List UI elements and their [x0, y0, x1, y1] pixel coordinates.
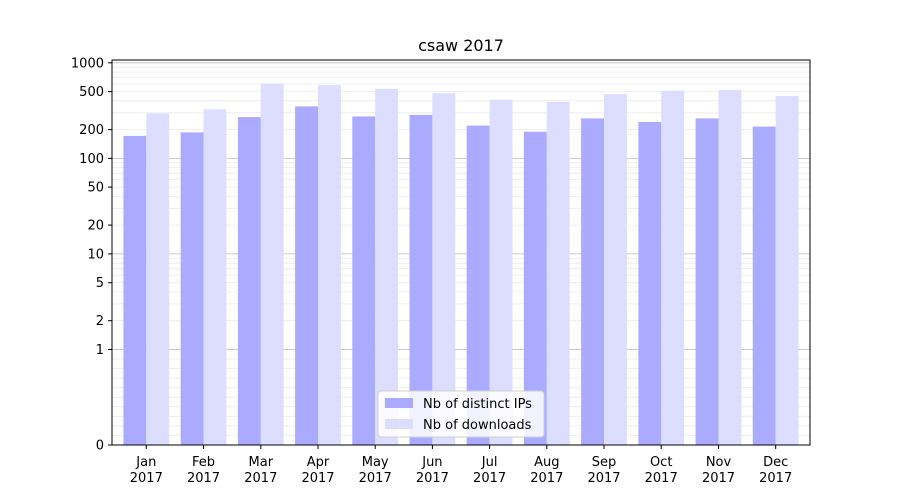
y-tick-label: 100: [79, 152, 104, 167]
x-tick-label: May 2017: [359, 455, 392, 486]
bar-distinct-ips: [123, 135, 147, 445]
x-tick-label: Sep 2017: [587, 455, 620, 486]
plot-frame: [111, 59, 811, 446]
legend: Nb of distinct IPs Nb of downloads: [377, 390, 545, 438]
legend-swatch: [385, 398, 413, 408]
x-tick-label: Apr 2017: [301, 455, 334, 486]
y-tick-label: 20: [87, 219, 104, 234]
x-axis: Jan 2017 Feb 2017 Mar 2017 Apr 2017 May 2017 Jun 20…: [130, 445, 792, 486]
bar-downloads: [489, 99, 513, 446]
y-tick-label: 1000: [71, 56, 104, 71]
bar-distinct-ips: [752, 126, 776, 445]
bar-distinct-ips: [295, 106, 318, 446]
legend-box: [377, 390, 545, 438]
bar-distinct-ips: [695, 118, 719, 446]
y-tick-label: 500: [79, 85, 104, 100]
y-axis: 0 1 2 5 10 20 50 100 200 500 1000: [71, 56, 112, 454]
chart-title: csaw 2017: [418, 36, 504, 55]
bar-downloads: [546, 101, 570, 446]
bar-downloads: [146, 113, 170, 445]
y-tick-label: 1: [96, 343, 104, 358]
bar-downloads: [375, 88, 399, 446]
x-tick-label: Mar 2017: [244, 455, 277, 486]
x-tick-label: Jul 2017: [473, 455, 506, 486]
bar-downloads: [203, 109, 227, 446]
bar-downloads: [661, 90, 685, 445]
x-tick-label: Dec 2017: [759, 455, 792, 486]
bar-distinct-ips: [180, 132, 204, 445]
bar-downloads: [775, 95, 799, 446]
bar-downloads: [260, 83, 284, 445]
legend-swatch: [385, 419, 413, 429]
y-tick-label: 5: [96, 276, 104, 291]
bar-distinct-ips: [409, 114, 433, 446]
bar-distinct-ips: [352, 116, 376, 446]
bar-distinct-ips: [638, 122, 662, 445]
bar-distinct-ips: [237, 117, 261, 445]
x-tick-label: Nov 2017: [702, 455, 735, 486]
y-tick-label: 200: [79, 123, 104, 138]
x-tick-label: Jun 2017: [416, 455, 449, 486]
grid-lines: [112, 62, 810, 436]
bar-distinct-ips: [581, 118, 604, 446]
y-tick-label: 10: [87, 247, 104, 262]
x-tick-label: Aug 2017: [530, 455, 563, 486]
y-tick-label: 2: [96, 314, 104, 329]
legend-label: Nb of downloads: [423, 418, 532, 433]
legend-label: Nb of distinct IPs: [423, 397, 532, 412]
bar-distinct-ips: [466, 125, 490, 445]
y-tick-label: 50: [87, 181, 104, 196]
bar-downloads: [432, 93, 456, 446]
x-tick-label: Jan 2017: [130, 455, 163, 486]
bar-downloads: [318, 85, 341, 445]
bar-downloads: [604, 94, 627, 445]
bar-distinct-ips: [523, 131, 547, 445]
x-tick-label: Oct 2017: [645, 455, 678, 486]
y-tick-label: 0: [96, 439, 104, 454]
x-tick-label: Feb 2017: [187, 455, 220, 486]
bars: [123, 83, 799, 446]
bar-downloads: [718, 89, 742, 446]
